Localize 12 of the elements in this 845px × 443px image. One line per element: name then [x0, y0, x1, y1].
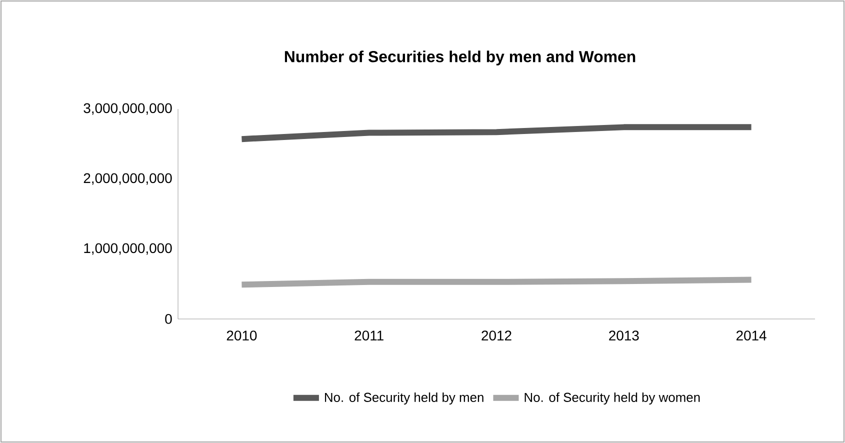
- y-tick-label: 1,000,000,000: [84, 243, 172, 255]
- x-tick-label: 2013: [609, 330, 639, 341]
- y-tick-label: 3,000,000,000: [84, 103, 172, 115]
- x-tick-label: 2011: [354, 330, 384, 341]
- x-tick-label: 2010: [226, 330, 257, 341]
- chart-title: Number of Securities held by men and Women: [284, 50, 636, 66]
- legend-label: No. of Security held by women: [524, 392, 700, 405]
- y-tick-label: 2,000,000,000: [84, 173, 172, 185]
- y-tick-label: 0: [165, 314, 172, 324]
- x-tick-label: 2012: [482, 330, 512, 341]
- x-tick-label: 2014: [736, 330, 766, 341]
- legend-label: No. of Security held by men: [325, 392, 484, 405]
